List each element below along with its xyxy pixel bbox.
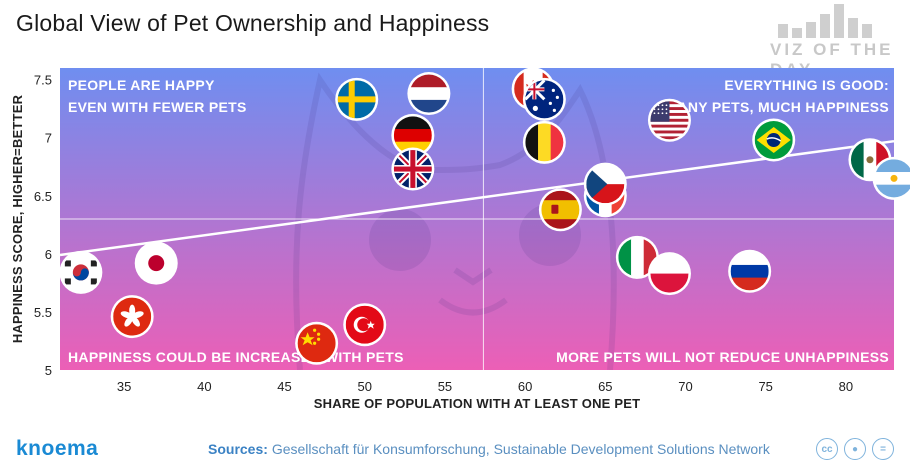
russia-flag-icon	[730, 252, 769, 291]
y-tick-label: 6.5	[34, 189, 52, 204]
point-hongkong[interactable]: Hong Kong	[110, 295, 154, 339]
czech-flag-icon	[586, 165, 625, 204]
y-tick-label: 7	[45, 131, 52, 146]
spain-flag-icon	[541, 190, 580, 229]
x-tick-label: 70	[678, 379, 692, 394]
argentina-flag-icon	[875, 159, 910, 198]
by-icon: ●	[844, 438, 866, 460]
point-spain[interactable]: Spain	[538, 188, 582, 232]
point-germany[interactable]: Germany	[391, 113, 435, 157]
y-tick-label: 5	[45, 363, 52, 378]
usa-flag-icon	[650, 101, 689, 140]
point-australia[interactable]: Australia	[522, 77, 566, 121]
point-czech[interactable]: Czech Republic	[583, 162, 627, 206]
point-usa[interactable]: USA	[647, 98, 691, 142]
point-korea[interactable]: South Korea	[59, 250, 103, 294]
point-poland[interactable]: Poland	[647, 252, 691, 296]
trend-line	[59, 139, 895, 257]
quadrant-label-top-left: EVEN WITH FEWER PETS	[68, 99, 247, 115]
quadrant-label-top-right: MANY PETS, MUCH HAPPINESS	[666, 99, 890, 115]
sweden-flag-icon	[337, 80, 376, 119]
china-flag-icon	[297, 324, 336, 363]
point-netherlands[interactable]: Netherlands	[407, 72, 451, 116]
x-tick-label: 40	[197, 379, 211, 394]
quadrant-label-bottom-right: MORE PETS WILL NOT REDUCE UNHAPPINESS	[556, 349, 889, 365]
x-tick-label: 55	[438, 379, 452, 394]
australia-flag-icon	[525, 80, 564, 119]
y-tick-label: 6	[45, 247, 52, 262]
point-turkey[interactable]: Turkey	[343, 303, 387, 347]
nd-icon: =	[872, 438, 894, 460]
belgium-flag-icon	[525, 123, 564, 162]
y-axis-label: HAPPINESS SCORE, HIGHER=BETTER	[10, 94, 25, 343]
uk-flag-icon	[393, 150, 432, 189]
x-tick-label: 50	[357, 379, 371, 394]
x-axis-label: SHARE OF POPULATION WITH AT LEAST ONE PE…	[314, 396, 640, 411]
cc-icon: cc	[816, 438, 838, 460]
sources-text: Gesellschaft für Konsumforschung, Sustai…	[271, 441, 770, 457]
sources-label: Sources:	[208, 441, 268, 457]
scatter-chart: PEOPLE ARE HAPPY EVEN WITH FEWER PETS EVER…	[10, 67, 910, 411]
x-tick-label: 80	[839, 379, 853, 394]
y-tick-label: 5.5	[34, 305, 52, 320]
korea-flag-icon	[61, 253, 100, 292]
sources-note: Sources: Gesellschaft für Konsumforschun…	[208, 441, 770, 457]
quadrant-label-top-right: EVERYTHING IS GOOD:	[724, 77, 889, 93]
logo-bars-icon	[778, 4, 872, 38]
point-argentina[interactable]: Argentina	[872, 156, 910, 200]
netherlands-flag-icon	[409, 74, 448, 113]
point-japan[interactable]: Japan	[134, 241, 178, 285]
x-tick-label: 75	[758, 379, 772, 394]
point-sweden[interactable]: Sweden	[335, 77, 379, 121]
x-tick-label: 60	[518, 379, 532, 394]
point-russia[interactable]: Russia	[728, 249, 772, 293]
x-tick-label: 45	[277, 379, 291, 394]
japan-flag-icon	[137, 244, 176, 283]
page-title: Global View of Pet Ownership and Happine…	[16, 10, 490, 36]
poland-flag-icon	[650, 254, 689, 293]
license-icons: cc ● =	[816, 438, 894, 460]
y-tick-label: 7.5	[34, 73, 52, 88]
x-tick-label: 65	[598, 379, 612, 394]
point-brazil[interactable]: Brazil	[752, 118, 796, 162]
quadrant-label-top-left: PEOPLE ARE HAPPY	[68, 77, 215, 93]
point-belgium[interactable]: Belgium	[522, 120, 566, 164]
knoema-logo[interactable]: knoema	[16, 437, 99, 460]
point-uk[interactable]: United Kingdom	[391, 147, 435, 191]
x-tick-label: 35	[117, 379, 131, 394]
hongkong-flag-icon	[113, 297, 152, 336]
brazil-flag-icon	[754, 121, 793, 160]
quadrant-label-bottom-left: HAPPINESS COULD BE INCREASED WITH PETS	[68, 349, 404, 365]
point-china[interactable]: China	[295, 321, 339, 365]
turkey-flag-icon	[345, 305, 384, 344]
